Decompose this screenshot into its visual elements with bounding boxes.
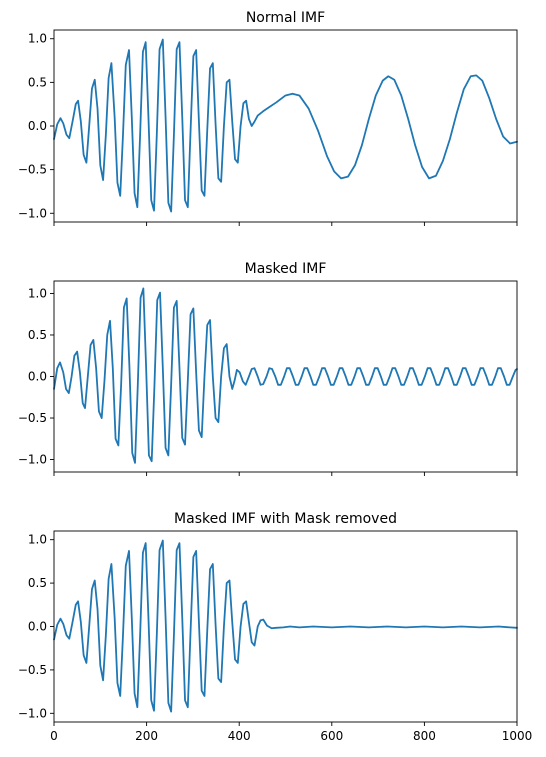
chart-panel-3: Masked IMF with Mask removed −1.0 −0.5 0.0 0… xyxy=(18,511,532,743)
x-tick-label: 0 xyxy=(50,729,58,743)
y-tick-label: 0.0 xyxy=(28,370,47,384)
charts: Normal IMF −1.0 −0.5 0.0 0.5 1.0 Masked IMF −1.… xyxy=(18,10,532,743)
y-tick-label: 0.0 xyxy=(28,119,47,133)
series-line-1 xyxy=(53,287,518,464)
y-tick-label: 0.5 xyxy=(28,576,47,590)
chart-panel-2: Masked IMF −1.0 −0.5 0.0 0.5 1.0 xyxy=(18,261,518,476)
chart-title: Masked IMF xyxy=(245,261,327,277)
series-line-1 xyxy=(53,539,518,713)
y-tick-label: −0.5 xyxy=(18,663,47,677)
y-tick-label: 0.5 xyxy=(28,328,47,342)
y-tick-label: −1.0 xyxy=(18,206,47,220)
y-tick-label: 1.0 xyxy=(28,533,47,547)
x-tick-label: 400 xyxy=(228,729,251,743)
chart-panel-1: Normal IMF −1.0 −0.5 0.0 0.5 1.0 xyxy=(18,10,518,226)
chart-title: Normal IMF xyxy=(246,10,325,26)
y-tick-label: −1.0 xyxy=(18,706,47,720)
y-tick-label: −0.5 xyxy=(18,411,47,425)
x-tick-label: 600 xyxy=(320,729,343,743)
y-tick-label: 1.0 xyxy=(28,32,47,46)
x-tick-label: 800 xyxy=(413,729,436,743)
y-tick-label: −0.5 xyxy=(18,163,47,177)
y-tick-label: 0.5 xyxy=(28,75,47,89)
y-tick-label: 0.0 xyxy=(28,620,47,634)
y-tick-label: −1.0 xyxy=(18,453,47,467)
chart-title: Masked IMF with Mask removed xyxy=(174,511,397,527)
series-line-1 xyxy=(53,38,518,213)
y-tick-label: 1.0 xyxy=(28,286,47,300)
x-tick-label: 200 xyxy=(135,729,158,743)
x-tick-label: 1000 xyxy=(502,729,533,743)
